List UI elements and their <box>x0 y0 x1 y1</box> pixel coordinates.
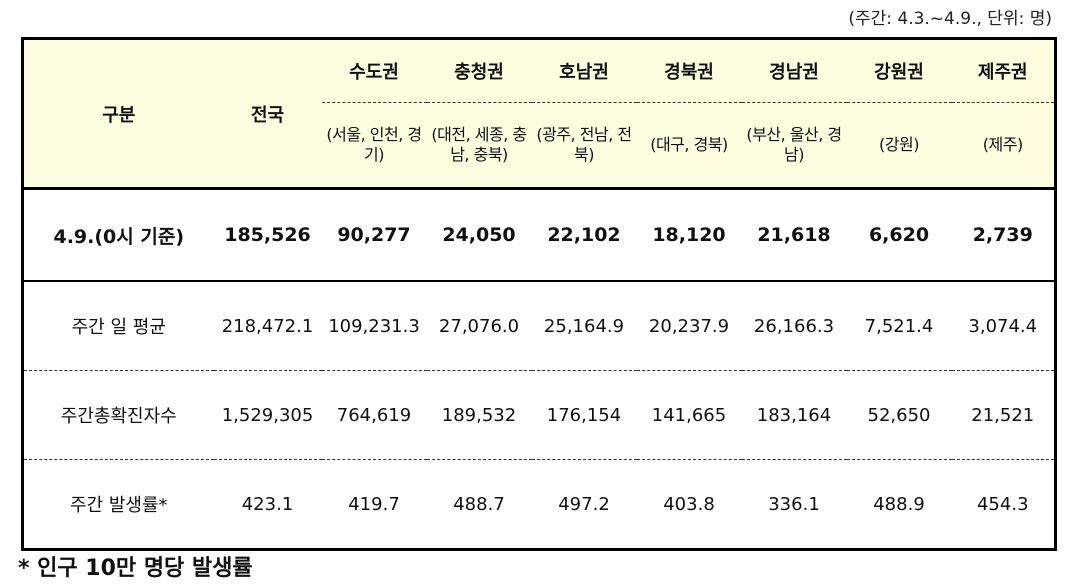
table-row: 주간 발생률* 423.1 419.7 488.7 497.2 403.8 33… <box>21 459 1057 551</box>
header-region-name: 강원권 <box>846 37 952 103</box>
table-cell: 52,650 <box>846 370 952 460</box>
table-cell: 1,529,305 <box>213 370 322 460</box>
header-region-sub: (강원) <box>846 102 952 190</box>
table-cell: 90,277 <box>321 188 427 282</box>
header-nationwide: 전국 <box>213 37 322 190</box>
header-region-name: 경북권 <box>636 37 742 103</box>
table-cell: 764,619 <box>321 370 427 460</box>
table-cell: 183,164 <box>741 370 847 460</box>
header-region-name: 수도권 <box>321 37 427 103</box>
unit-note: (주간: 4.3.~4.9., 단위: 명) <box>848 9 1052 29</box>
table-cell: 403.8 <box>636 459 742 551</box>
table-cell: 189,532 <box>426 370 532 460</box>
table-cell: 488.9 <box>846 459 952 551</box>
weekly-cases-table: 구분 전국 수도권 충청권 호남권 경북권 경남권 강원권 제주권 (서울, 인… <box>21 37 1057 551</box>
table-cell: 27,076.0 <box>426 281 532 371</box>
table-cell: 7,521.4 <box>846 281 952 371</box>
table-cell: 497.2 <box>531 459 637 551</box>
table-cell: 21,521 <box>951 370 1057 460</box>
row-label: 4.9.(0시 기준) <box>21 188 214 282</box>
table-cell: 18,120 <box>636 188 742 282</box>
header-category: 구분 <box>21 37 214 190</box>
table-row: 주간 일 평균 218,472.1 109,231.3 27,076.0 25,… <box>21 281 1057 371</box>
table-cell: 22,102 <box>531 188 637 282</box>
table-cell: 141,665 <box>636 370 742 460</box>
table-cell: 218,472.1 <box>213 281 322 371</box>
table-cell: 21,618 <box>741 188 847 282</box>
table-cell: 185,526 <box>213 188 322 282</box>
table-cell: 6,620 <box>846 188 952 282</box>
table-row: 주간총확진자수 1,529,305 764,619 189,532 176,15… <box>21 370 1057 460</box>
header-region-sub: (서울, 인천, 경기) <box>321 102 427 190</box>
header-region-sub: (대전, 세종, 충남, 충북) <box>426 102 532 190</box>
row-label: 주간총확진자수 <box>21 370 214 460</box>
table-cell: 176,154 <box>531 370 637 460</box>
table-cell: 423.1 <box>213 459 322 551</box>
table-row: 4.9.(0시 기준) 185,526 90,277 24,050 22,102… <box>21 188 1057 282</box>
table-cell: 3,074.4 <box>951 281 1057 371</box>
table-cell: 25,164.9 <box>531 281 637 371</box>
header-region-name: 호남권 <box>531 37 637 103</box>
header-region-sub: (대구, 경북) <box>636 102 742 190</box>
table-cell: 454.3 <box>951 459 1057 551</box>
table-cell: 24,050 <box>426 188 532 282</box>
table-cell: 336.1 <box>741 459 847 551</box>
table-cell: 20,237.9 <box>636 281 742 371</box>
header-region-sub: (부산, 울산, 경남) <box>741 102 847 190</box>
header-region-name: 제주권 <box>951 37 1057 103</box>
table-cell: 419.7 <box>321 459 427 551</box>
row-label: 주간 발생률* <box>21 459 214 551</box>
table-cell: 488.7 <box>426 459 532 551</box>
header-region-sub: (제주) <box>951 102 1057 190</box>
table-cell: 26,166.3 <box>741 281 847 371</box>
table-cell: 2,739 <box>951 188 1057 282</box>
table-cell: 109,231.3 <box>321 281 427 371</box>
row-label: 주간 일 평균 <box>21 281 214 371</box>
header-region-name: 충청권 <box>426 37 532 103</box>
header-region-name: 경남권 <box>741 37 847 103</box>
footnote: * 인구 10만 명당 발생률 <box>18 556 253 581</box>
header-region-sub: (광주, 전남, 전북) <box>531 102 637 190</box>
